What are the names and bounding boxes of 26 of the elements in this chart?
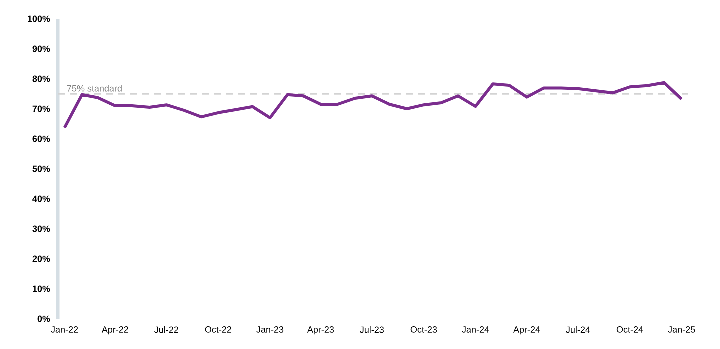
y-tick-label: 20%	[32, 256, 50, 262]
x-tick-label: Apr-23	[307, 326, 334, 335]
y-tick-label: 30%	[32, 226, 50, 232]
x-tick-label: Jul-24	[566, 326, 590, 334]
y-tick-label: 40%	[32, 196, 50, 202]
x-tick-label: Oct-24	[616, 326, 644, 333]
y-tick-label: 80%	[32, 76, 50, 82]
x-tick-label: Oct-22	[205, 326, 232, 333]
x-tick-label: Apr-24	[513, 326, 540, 335]
x-tick-label: Jan-24	[462, 326, 490, 333]
line-series	[63, 81, 684, 130]
x-tick-label: Oct-23	[410, 326, 438, 333]
y-tick-label: 10%	[33, 286, 50, 292]
y-tick-label: 100%	[28, 16, 50, 22]
x-tick-label: Apr-22	[102, 326, 128, 335]
x-tick-label: Jul-22	[154, 326, 178, 334]
y-tick-label: 50%	[32, 166, 50, 172]
ref-line-label: 75% standard	[67, 85, 122, 92]
y-tick-label: 60%	[32, 136, 50, 142]
y-tick-label: 90%	[32, 46, 50, 52]
x-tick-label: Jul-23	[360, 326, 384, 334]
x-tick-label: Jan-25	[668, 326, 696, 333]
x-tick-label: Jan-22	[51, 326, 78, 333]
y-tick-label: 0%	[38, 316, 50, 322]
y-tick-label: 70%	[32, 106, 50, 112]
x-tick-label: Jan-23	[256, 326, 284, 333]
